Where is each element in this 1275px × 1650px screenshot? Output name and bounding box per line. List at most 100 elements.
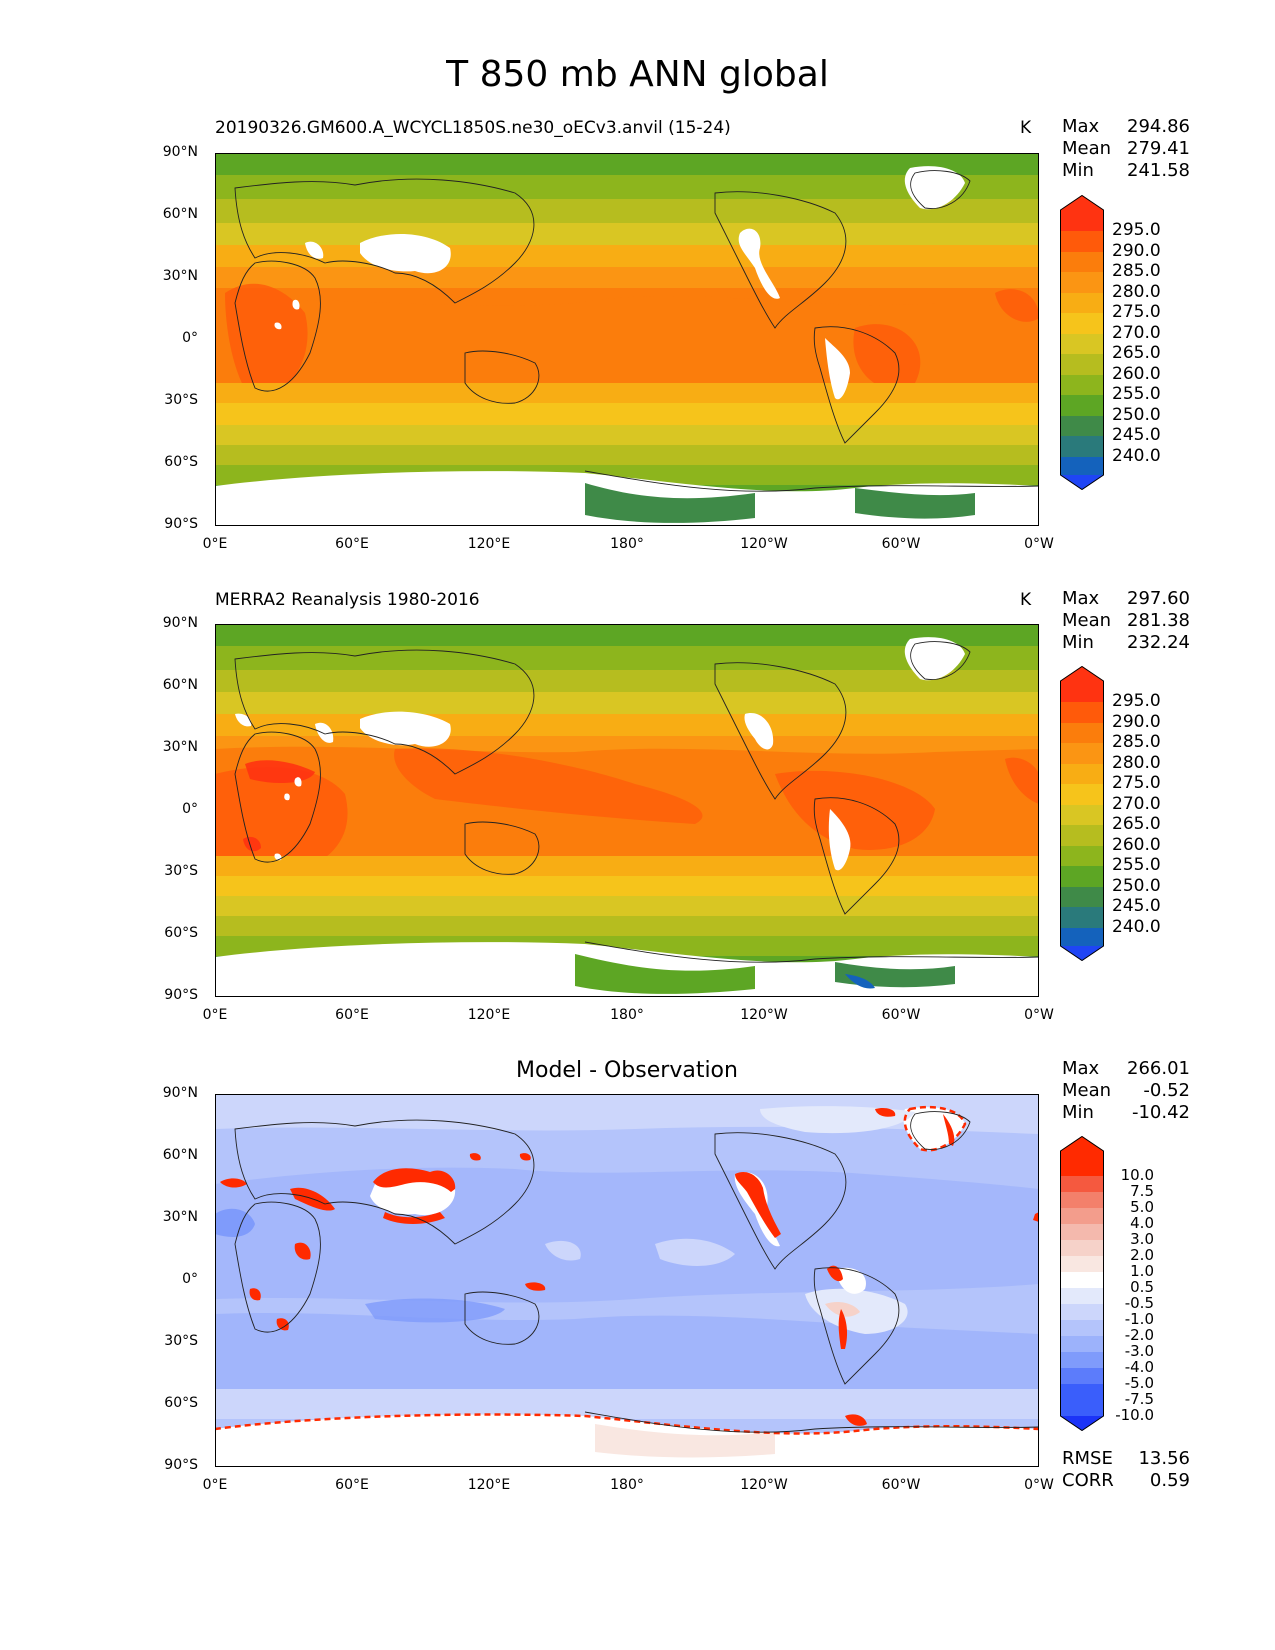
colorbar [1060,665,1104,965]
map-svg-ref [215,624,1039,997]
lat-tick-label: 90°N [162,615,198,631]
map-ref [215,624,1039,997]
colorbar-svg [1060,194,1104,491]
lat-tick-label: 90°N [162,1085,198,1101]
lat-tick-label: 90°S [164,516,198,532]
colorbar-tick-label: -7.5 [1124,1390,1154,1408]
lon-tick-label: 120°W [740,536,788,552]
colorbar-tick-label: -0.5 [1124,1294,1154,1312]
colorbar-tick-label: 10.0 [1120,1166,1154,1184]
colorbar-tick-label: 3.0 [1130,1230,1154,1248]
min-label: Min [1062,1102,1094,1123]
lon-tick-label: 60°E [335,1477,369,1493]
colorbar-tick-label: 285.0 [1112,261,1161,281]
units-label: K [1020,590,1032,610]
lon-tick-label: 120°W [740,1477,788,1493]
colorbar-tick-label: 295.0 [1112,691,1161,711]
colorbar-tick-label: 290.0 [1112,241,1161,261]
colorbar-svg [1060,665,1104,962]
colorbar-tick-label: 260.0 [1112,835,1161,855]
lat-tick-label: 30°N [162,739,198,755]
lat-tick-label: 0° [182,330,198,346]
colorbar-tick-label: -2.0 [1124,1326,1154,1344]
mean-value: 279.41 [1127,138,1190,159]
map-svg-test [215,153,1039,526]
lon-tick-label: 0°E [202,536,228,552]
colorbar-tick-label: 2.0 [1130,1246,1154,1264]
lat-tick-label: 30°S [164,863,198,879]
colorbar-tick-label: 245.0 [1112,425,1161,445]
units-label: K [1020,118,1032,138]
panel-test: 20190326.GM600.A_WCYCL1850S.ne30_oECv3.a… [0,0,1275,552]
min-value: -10.42 [1131,1102,1190,1123]
lon-tick-label: 120°E [467,1007,511,1023]
lat-tick-label: 60°N [162,1147,198,1163]
lat-tick-label: 30°S [164,392,198,408]
colorbar-tick-label: 275.0 [1112,302,1161,322]
mean-label: Mean [1062,138,1112,159]
colorbar-tick-label: -1.0 [1124,1310,1154,1328]
mean-value: 281.38 [1127,610,1190,631]
lat-tick-label: 60°N [162,677,198,693]
min-value: 241.58 [1127,160,1190,181]
colorbar-tick-label: 250.0 [1112,876,1161,896]
lat-tick-label: 30°N [162,1209,198,1225]
lat-tick-label: 60°N [162,206,198,222]
lon-tick-label: 0°W [1024,536,1054,552]
colorbar [1060,1135,1104,1435]
colorbar-tick-label: 255.0 [1112,384,1161,404]
colorbar-tick-label: 290.0 [1112,712,1161,732]
panel-ref: MERRA2 Reanalysis 1980-2016 K Max 297.60 … [0,0,1275,1023]
colorbar-tick-label: 240.0 [1112,446,1161,466]
mean-label: Mean [1062,1080,1112,1101]
colorbar-tick-label: 250.0 [1112,405,1161,425]
lat-tick-label: 30°S [164,1333,198,1349]
colorbar-tick-label: 245.0 [1112,896,1161,916]
colorbar-tick-label: 285.0 [1112,732,1161,752]
colorbar-tick-label: 1.0 [1130,1262,1154,1280]
colorbar-tick-label: -4.0 [1124,1358,1154,1376]
lat-tick-label: 0° [182,801,198,817]
colorbar-tick-label: 280.0 [1112,753,1161,773]
panel-title: 20190326.GM600.A_WCYCL1850S.ne30_oECv3.a… [215,118,731,138]
corr-label: CORR [1062,1470,1114,1491]
colorbar-tick-label: 0.5 [1130,1278,1154,1296]
max-label: Max [1062,1058,1100,1079]
max-value: 294.86 [1127,116,1190,137]
colorbar-tick-label: -10.0 [1115,1406,1154,1424]
lat-tick-label: 90°S [164,1457,198,1473]
lon-tick-label: 180° [610,536,644,552]
colorbar-svg [1060,1135,1104,1432]
stats-block: Max 294.86 Mean 279.41 Min 241.58 [1062,116,1190,182]
colorbar-tick-label: 295.0 [1112,220,1161,240]
lon-tick-label: 60°E [335,536,369,552]
lon-tick-label: 60°E [335,1007,369,1023]
lat-tick-label: 0° [182,1271,198,1287]
lon-tick-label: 180° [610,1477,644,1493]
max-value: 297.60 [1127,588,1190,609]
rmse-value: 13.56 [1138,1448,1190,1469]
lat-tick-label: 90°S [164,987,198,1003]
lon-tick-label: 0°W [1024,1007,1054,1023]
colorbar-tick-label: 240.0 [1112,917,1161,937]
min-value: 232.24 [1127,632,1190,653]
lat-tick-label: 60°S [164,454,198,470]
colorbar-tick-label: 270.0 [1112,794,1161,814]
lat-tick-label: 90°N [162,144,198,160]
colorbar-tick-label: 7.5 [1130,1182,1154,1200]
colorbar-tick-label: 255.0 [1112,855,1161,875]
colorbar [1060,194,1104,494]
lon-tick-label: 0°E [202,1477,228,1493]
min-label: Min [1062,160,1094,181]
rmse-corr-block: RMSE 13.56 CORR 0.59 [1062,1448,1190,1492]
lon-tick-label: 120°E [467,1477,511,1493]
mean-label: Mean [1062,610,1112,631]
lon-tick-label: 60°W [881,1477,921,1493]
max-label: Max [1062,116,1100,137]
panel-title: MERRA2 Reanalysis 1980-2016 [215,590,480,610]
colorbar-tick-label: -3.0 [1124,1342,1154,1360]
lon-tick-label: 60°W [881,536,921,552]
rmse-label: RMSE [1062,1448,1113,1469]
max-label: Max [1062,588,1100,609]
min-label: Min [1062,632,1094,653]
